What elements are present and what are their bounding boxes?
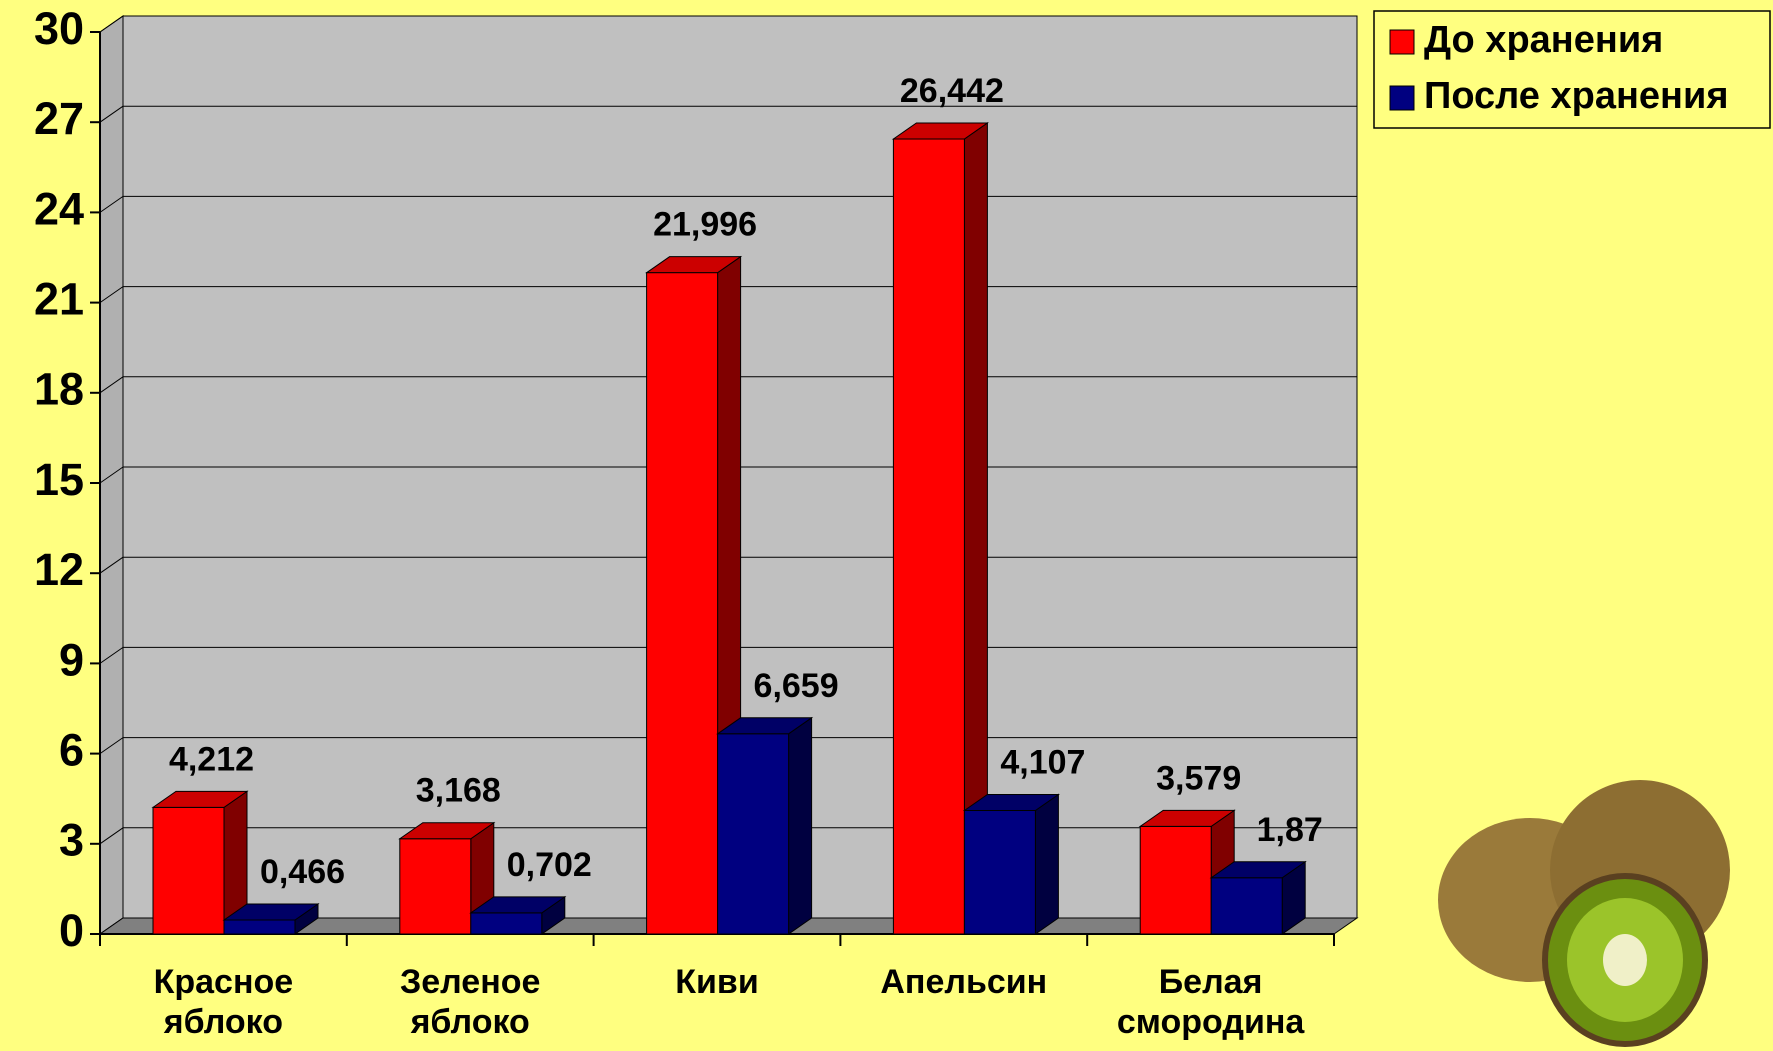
value-label: 1,87	[1257, 811, 1323, 849]
y-tick-label: 3	[59, 815, 84, 866]
bar-top	[645, 256, 743, 274]
bar	[399, 838, 472, 935]
legend-label: До хранения	[1424, 19, 1663, 61]
bar-top	[962, 794, 1060, 812]
grid-line	[99, 646, 124, 664]
bar	[1210, 877, 1283, 935]
bar-side	[1034, 793, 1059, 935]
x-tick-label: Красное яблоко	[153, 963, 294, 1041]
value-label: 4,107	[1000, 744, 1085, 782]
bar	[152, 806, 225, 935]
value-label: 6,659	[754, 667, 839, 705]
grid-line	[99, 105, 124, 123]
y-tick-label: 9	[59, 634, 84, 685]
bar	[223, 919, 296, 935]
grid-line	[99, 15, 124, 33]
value-label: 3,168	[416, 772, 501, 810]
legend-swatch	[1389, 85, 1415, 111]
bar	[892, 138, 965, 935]
grid-line	[99, 556, 124, 574]
y-tick-label: 24	[34, 183, 84, 234]
bar	[717, 733, 790, 935]
value-label: 21,996	[653, 206, 757, 244]
value-label: 0,702	[507, 846, 592, 884]
bar-top	[1209, 861, 1307, 879]
bar-top	[398, 822, 496, 840]
bar-top	[716, 717, 814, 735]
value-label: 26,442	[900, 72, 1004, 110]
bar	[1139, 825, 1212, 935]
y-tick-label: 6	[59, 724, 84, 775]
x-tick-label: Киви	[675, 963, 759, 1001]
kiwi-picture	[1438, 780, 1730, 1047]
legend-box	[1373, 10, 1771, 129]
y-tick-label: 0	[59, 905, 84, 956]
y-tick-label: 15	[34, 454, 84, 505]
bar-top	[222, 903, 320, 921]
bar	[470, 912, 543, 935]
grid-line	[99, 827, 124, 845]
bar-top	[1138, 809, 1236, 827]
y-tick-label: 27	[34, 93, 84, 144]
bar-top	[469, 896, 567, 914]
bar	[963, 810, 1036, 935]
kiwi-core	[1603, 934, 1647, 986]
grid-line	[99, 737, 124, 755]
y-tick-label: 30	[34, 3, 84, 54]
legend-swatch	[1389, 29, 1415, 55]
bar	[646, 272, 719, 935]
grid-line	[99, 466, 124, 484]
y-tick-label: 21	[34, 273, 84, 324]
bar-top	[151, 790, 249, 808]
value-label: 3,579	[1156, 759, 1241, 797]
grid-line	[99, 376, 124, 394]
value-label: 0,466	[260, 853, 345, 891]
grid-line	[99, 195, 124, 213]
y-tick-label: 12	[34, 544, 84, 595]
grid-line	[99, 286, 124, 304]
bar-side	[788, 716, 813, 935]
y-tick-label: 18	[34, 364, 84, 415]
x-tick-label: Зеленое яблоко	[399, 963, 541, 1041]
bar-top	[891, 122, 989, 140]
x-tick-label: Апельсин	[880, 963, 1048, 1001]
legend: До хранения После хранения	[1373, 10, 1771, 129]
value-label: 4,212	[169, 740, 254, 778]
x-tick-label: Белая смородина	[1116, 963, 1305, 1041]
legend-label: После хранения	[1424, 75, 1729, 117]
